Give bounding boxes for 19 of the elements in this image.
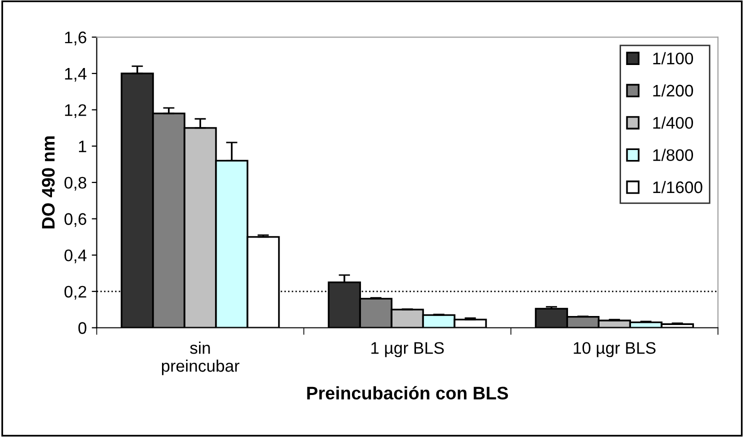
y-tick-label: 0	[78, 322, 86, 334]
legend-label: 1/400	[653, 116, 694, 129]
y-tick-label: 0,2	[64, 286, 86, 300]
y-tick-label: 1	[79, 140, 86, 152]
y-tick-label: 0,8	[64, 176, 86, 191]
y-axis-title: DO 490 nm	[42, 136, 55, 228]
legend-label: 1/100	[653, 52, 694, 64]
y-tick-label: 0,4	[64, 250, 87, 264]
y-tick-label: 1,4	[65, 68, 87, 82]
y-tick-label: 0,6	[64, 213, 86, 227]
x-axis-title: Preincubación con BLS	[307, 386, 508, 400]
legend-label: 1/200	[653, 84, 694, 97]
x-tick-label: 1 µgr BLS	[371, 342, 444, 358]
legend-label: 1/1600	[653, 180, 702, 194]
legend-label: 1/800	[653, 148, 694, 161]
x-tick-label: 10 µgr BLS	[574, 342, 656, 358]
y-tick-label: 1,2	[65, 104, 86, 118]
y-tick-label: 1,6	[65, 32, 86, 46]
x-tick-label: sin preincubar	[162, 342, 240, 376]
